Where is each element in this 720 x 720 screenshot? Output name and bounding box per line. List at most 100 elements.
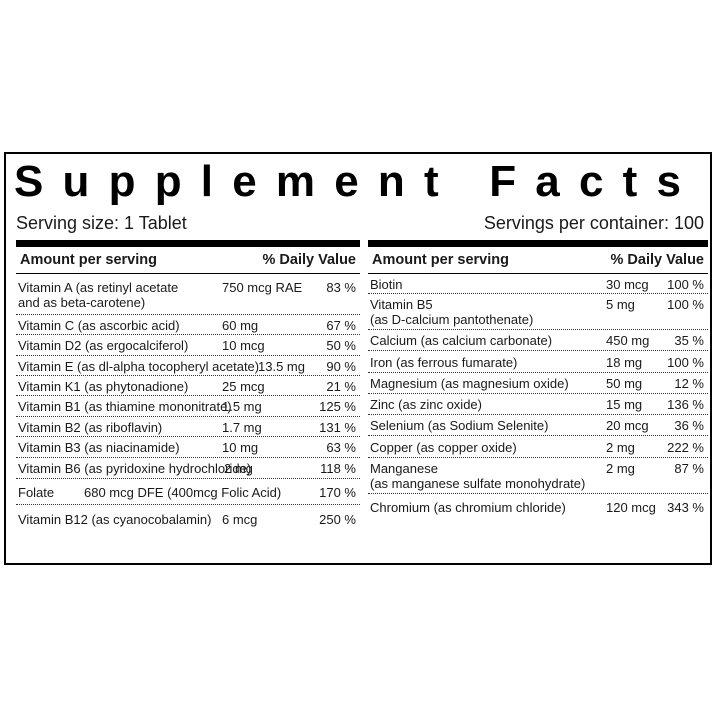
nutrient-amount: 10 mg <box>222 440 259 455</box>
nutrient-daily-value: 343 % <box>667 500 704 515</box>
nutrient-daily-value: 250 % <box>319 512 356 527</box>
nutrient-daily-value: 100 % <box>667 297 704 312</box>
nutrient-daily-value: 170 % <box>319 485 356 500</box>
nutrient-amount: 2 mg <box>606 440 635 455</box>
nutrient-amount: 50 mg <box>606 376 643 391</box>
nutrient-amount: 1.5 mg <box>222 399 262 414</box>
supplement-facts-panel: Supplement Facts Serving size: 1 Tablet … <box>4 152 712 565</box>
nutrient-rows: Vitamin A (as retinyl acetate and as beta… <box>16 274 360 534</box>
nutrient-daily-value: 100 % <box>667 355 704 370</box>
nutrient-daily-value: 35 % <box>674 333 704 348</box>
nutrient-daily-value: 36 % <box>674 418 704 433</box>
nutrient-row: Vitamin D2 (as ergocalciferol) 10 mcg 50 % <box>16 335 360 356</box>
nutrient-amount: 10 mcg <box>222 338 265 353</box>
nutrient-name-line: Copper (as copper oxide) <box>370 440 517 455</box>
nutrient-name: Vitamin D2 (as ergocalciferol) <box>18 338 188 353</box>
column-divider-bar <box>16 240 360 247</box>
nutrient-amount: 60 mg <box>222 318 259 333</box>
nutrient-name-line: Vitamin B1 (as thiamine mononitrate) <box>18 399 232 414</box>
nutrient-name-line: Vitamin B6 (as pyridoxine hydrochloride) <box>18 461 252 476</box>
nutrient-name-line: Manganese <box>370 461 438 476</box>
nutrient-name: Folate <box>18 485 54 500</box>
nutrient-row: Vitamin C (as ascorbic acid) 60 mg 67 % <box>16 315 360 335</box>
nutrient-row: Biotin 30 mcg 100 % <box>368 274 708 294</box>
nutrient-name: Biotin <box>370 277 403 292</box>
nutrient-rows: Biotin 30 mcg 100 % Vitamin B5 (as D-calcium… <box>368 274 708 521</box>
nutrient-name-line: Vitamin B5 <box>370 297 433 312</box>
nutrient-daily-value: 90 % <box>326 359 356 374</box>
nutrient-row: Manganese (as manganese sulfate monohydra… <box>368 458 708 494</box>
nutrient-amount: 18 mg <box>606 355 643 370</box>
header-daily-value: % Daily Value <box>262 252 357 268</box>
nutrient-name-line: (as D-calcium pantothenate) <box>370 312 534 327</box>
nutrient-row: Vitamin A (as retinyl acetate and as beta… <box>16 274 360 315</box>
nutrient-name: Vitamin B2 (as riboflavin) <box>18 420 162 435</box>
nutrient-row: Chromium (as chromium chloride) 120 mcg 34… <box>368 494 708 521</box>
nutrient-name: Vitamin C (as ascorbic acid) <box>18 318 180 333</box>
nutrient-row: Vitamin B6 (as pyridoxine hydrochloride)… <box>16 458 360 479</box>
nutrient-row: Folate 680 mcg DFE (400mcg Folic Acid) 170… <box>16 479 360 505</box>
nutrient-amount: 13.5 mg <box>258 359 305 374</box>
nutrient-name: Selenium (as Sodium Selenite) <box>370 418 548 433</box>
nutrient-daily-value: 67 % <box>326 318 356 333</box>
nutrient-daily-value: 100 % <box>667 277 704 292</box>
serving-size: Serving size: 1 Tablet <box>16 213 187 233</box>
nutrient-name: Vitamin A (as retinyl acetate and as beta… <box>18 280 178 310</box>
nutrient-name-line: Calcium (as calcium carbonate) <box>370 333 553 348</box>
nutrient-row: Vitamin B12 (as cyanocobalamin) 6 mcg 250 … <box>16 505 360 534</box>
column-divider-bar <box>368 240 708 247</box>
nutrient-row: Vitamin B2 (as riboflavin) 1.7 mg 131 % <box>16 417 360 437</box>
nutrient-daily-value: 131 % <box>319 420 356 435</box>
nutrient-name: Vitamin K1 (as phytonadione) <box>18 379 188 394</box>
nutrient-name-line: Biotin <box>370 277 403 292</box>
nutrient-name: Vitamin B3 (as niacinamide) <box>18 440 180 455</box>
nutrient-daily-value: 136 % <box>667 397 704 412</box>
nutrient-row: Zinc (as zinc oxide) 15 mg 136 % <box>368 394 708 415</box>
nutrient-name: Manganese (as manganese sulfate monohydra… <box>370 461 585 491</box>
nutrient-column-right: Amount per serving % Daily Value Biotin 3… <box>368 240 708 558</box>
nutrient-amount: 680 mcg DFE (400mcg Folic Acid) <box>84 485 282 500</box>
nutrient-amount: 6 mcg <box>222 512 258 527</box>
nutrient-amount: 750 mcg RAE <box>222 280 303 295</box>
nutrient-name-line: Chromium (as chromium chloride) <box>370 500 566 515</box>
nutrient-daily-value: 50 % <box>326 338 356 353</box>
column-header: Amount per serving % Daily Value <box>368 247 708 274</box>
nutrient-name-line: Vitamin A (as retinyl acetate <box>18 280 179 295</box>
nutrient-row: Magnesium (as magnesium oxide) 50 mg 12 % <box>368 373 708 394</box>
label-title: Supplement Facts <box>14 157 701 206</box>
nutrient-row: Selenium (as Sodium Selenite) 20 mcg 36 % <box>368 415 708 436</box>
nutrient-row: Vitamin B1 (as thiamine mononitrate) 1.5 … <box>16 396 360 417</box>
nutrient-amount: 450 mg <box>606 333 650 348</box>
nutrient-name-line: Zinc (as zinc oxide) <box>370 397 482 412</box>
nutrient-daily-value: 118 % <box>320 461 356 476</box>
column-header: Amount per serving % Daily Value <box>16 247 360 274</box>
nutrient-amount: 15 mg <box>606 397 643 412</box>
nutrient-daily-value: 222 % <box>667 440 704 455</box>
nutrient-name-line: Selenium (as Sodium Selenite) <box>370 418 549 433</box>
nutrient-daily-value: 83 % <box>326 280 356 295</box>
nutrient-name: Vitamin E (as dl-alpha tocopheryl acetat… <box>18 359 259 374</box>
nutrient-daily-value: 21 % <box>326 379 356 394</box>
nutrient-name-line: Vitamin E (as dl-alpha tocopheryl acetat… <box>18 359 260 374</box>
nutrient-amount: 20 mcg <box>606 418 649 433</box>
nutrient-name: Magnesium (as magnesium oxide) <box>370 376 569 391</box>
nutrient-amount: 120 mcg <box>606 500 656 515</box>
nutrient-daily-value: 63 % <box>326 440 356 455</box>
nutrient-name-line: Iron (as ferrous fumarate) <box>370 355 518 370</box>
nutrient-name-line: Folate <box>18 485 55 500</box>
nutrient-daily-value: 12 % <box>674 376 704 391</box>
nutrient-row: Copper (as copper oxide) 2 mg 222 % <box>368 436 708 458</box>
servings-per-container: Servings per container: 100 <box>483 213 704 233</box>
nutrient-name-line: Vitamin B12 (as cyanocobalamin) <box>18 512 212 527</box>
nutrient-name: Calcium (as calcium carbonate) <box>370 333 552 348</box>
serving-info-row: Serving size: 1 Tablet Servings per cont… <box>16 210 704 236</box>
nutrient-column-left: Amount per serving % Daily Value Vitamin… <box>16 240 360 558</box>
nutrient-row: Iron (as ferrous fumarate) 18 mg 100 % <box>368 351 708 373</box>
nutrient-daily-value: 125 % <box>319 399 356 414</box>
nutrient-amount: 1.7 mg <box>222 420 262 435</box>
nutrient-row: Vitamin K1 (as phytonadione) 25 mcg 21 % <box>16 376 360 396</box>
nutrient-name-line: (as manganese sulfate monohydrate) <box>370 476 586 491</box>
nutrient-name: Vitamin B6 (as pyridoxine hydrochloride) <box>18 461 251 476</box>
nutrient-name-line: Vitamin B3 (as niacinamide) <box>18 440 180 455</box>
nutrient-name: Zinc (as zinc oxide) <box>370 397 482 412</box>
